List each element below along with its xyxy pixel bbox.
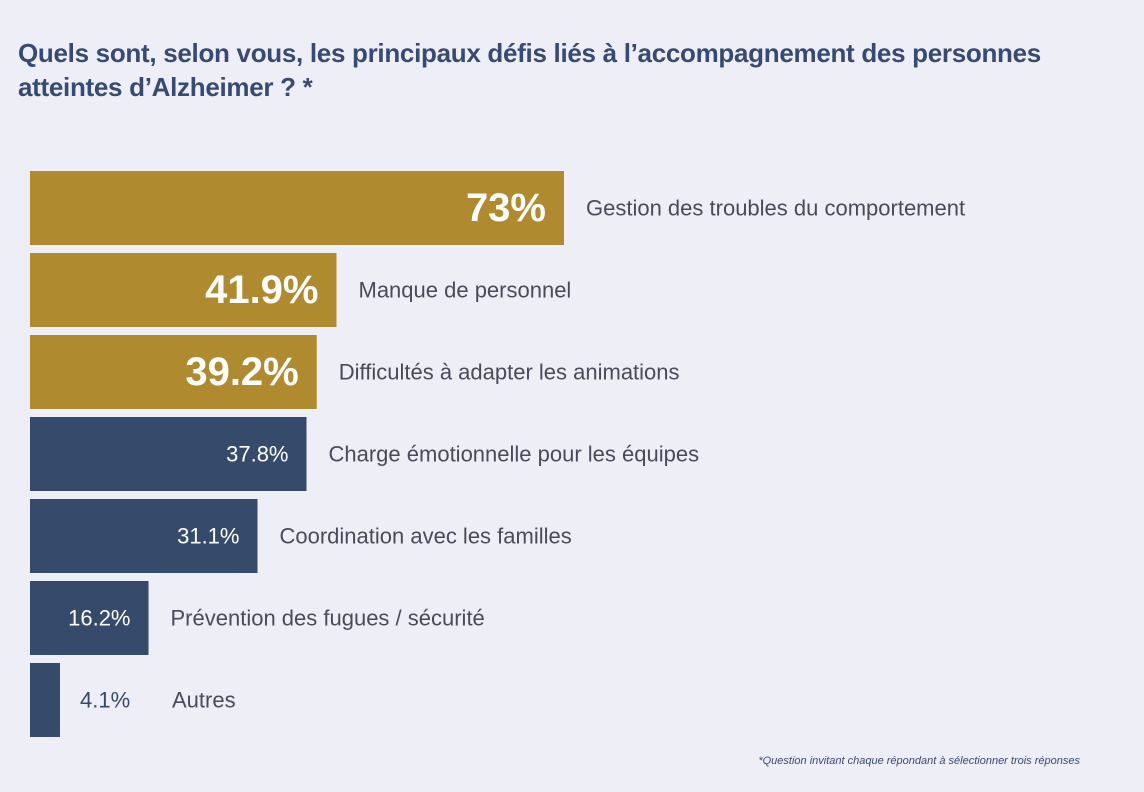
bar-3 [30, 335, 317, 409]
bar-6 [30, 581, 149, 655]
value-label-5: 31.1% [177, 524, 239, 549]
category-label-6: Prévention des fugues / sécurité [171, 606, 485, 631]
bar-7 [30, 663, 60, 737]
footnote: *Question invitant chaque répondant à sé… [758, 755, 1080, 767]
category-label-3: Difficultés à adapter les animations [339, 360, 680, 385]
category-label-4: Charge émotionnelle pour les équipes [329, 442, 700, 467]
category-label-1: Gestion des troubles du comportement [586, 196, 965, 221]
value-label-7: 4.1% [80, 688, 130, 713]
bars-group: 73% Gestion des troubles du comportement 4… [30, 171, 965, 737]
bar-2 [30, 253, 337, 327]
category-label-5: Coordination avec les familles [279, 524, 571, 549]
value-label-3: 39.2% [185, 350, 298, 394]
value-label-1: 73% [466, 186, 546, 230]
bar-5 [30, 499, 258, 573]
value-label-2: 41.9% [205, 268, 318, 312]
value-label-6: 16.2% [68, 606, 130, 631]
value-label-4: 37.8% [226, 442, 288, 467]
bar-1 [30, 171, 564, 245]
category-label-2: Manque de personnel [359, 278, 572, 303]
bar-4 [30, 417, 307, 491]
category-label-7: Autres [172, 688, 236, 713]
chart-title: Quels sont, selon vous, les principaux d… [18, 38, 1041, 102]
